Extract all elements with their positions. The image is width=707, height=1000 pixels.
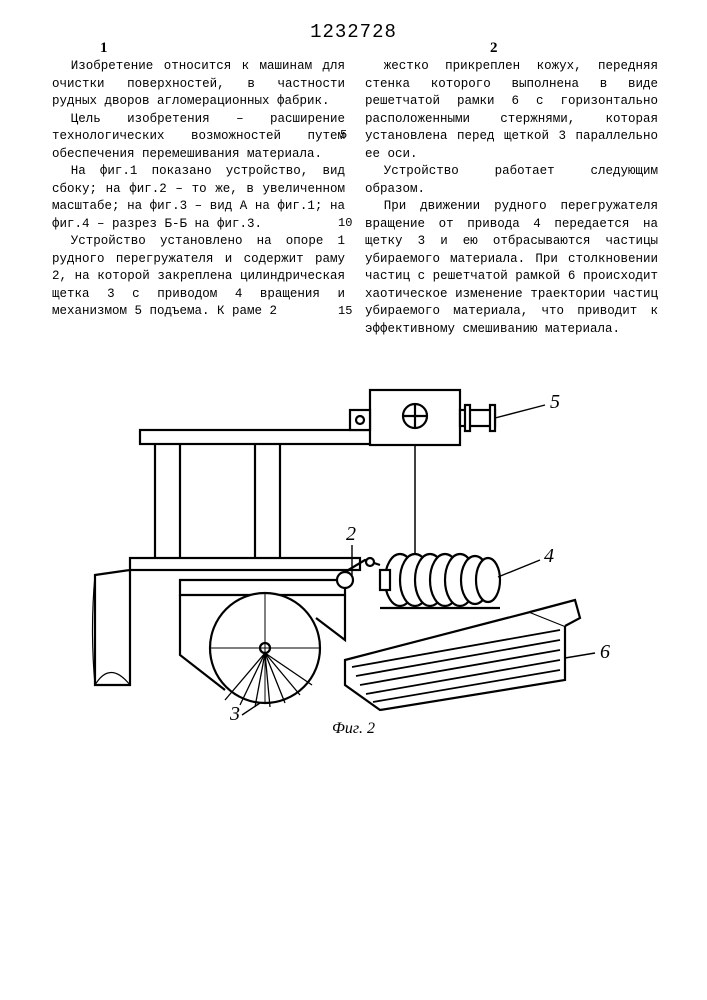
paragraph-5: жестко прикреплен кожух, передняя стенка…: [365, 58, 658, 163]
fig-label-5: 5: [550, 391, 560, 413]
text-columns: Изобретение относится к машинам для очис…: [52, 58, 658, 338]
paragraph-6: Устройство работает следующим образом.: [365, 163, 658, 198]
column-number-left: 1: [100, 40, 108, 57]
figure-caption: Фиг. 2: [0, 720, 707, 738]
figure-2: 5 4 6 2 3: [70, 380, 635, 720]
fig-label-3: 3: [229, 703, 240, 720]
fig-label-6: 6: [600, 641, 610, 663]
fig-label-2: 2: [346, 523, 356, 545]
column-number-right: 2: [490, 40, 498, 57]
paragraph-2: Цель изобретения – расширение технологич…: [52, 111, 345, 164]
paragraph-3: На фиг.1 показано устройство, вид сбоку;…: [52, 163, 345, 233]
paragraph-1: Изобретение относится к машинам для очис…: [52, 58, 345, 111]
paragraph-7: При движении рудного перегружателя враще…: [365, 198, 658, 338]
paragraph-4: Устройство установлено на опоре 1 рудног…: [52, 233, 345, 321]
fig-label-4: 4: [544, 545, 554, 567]
